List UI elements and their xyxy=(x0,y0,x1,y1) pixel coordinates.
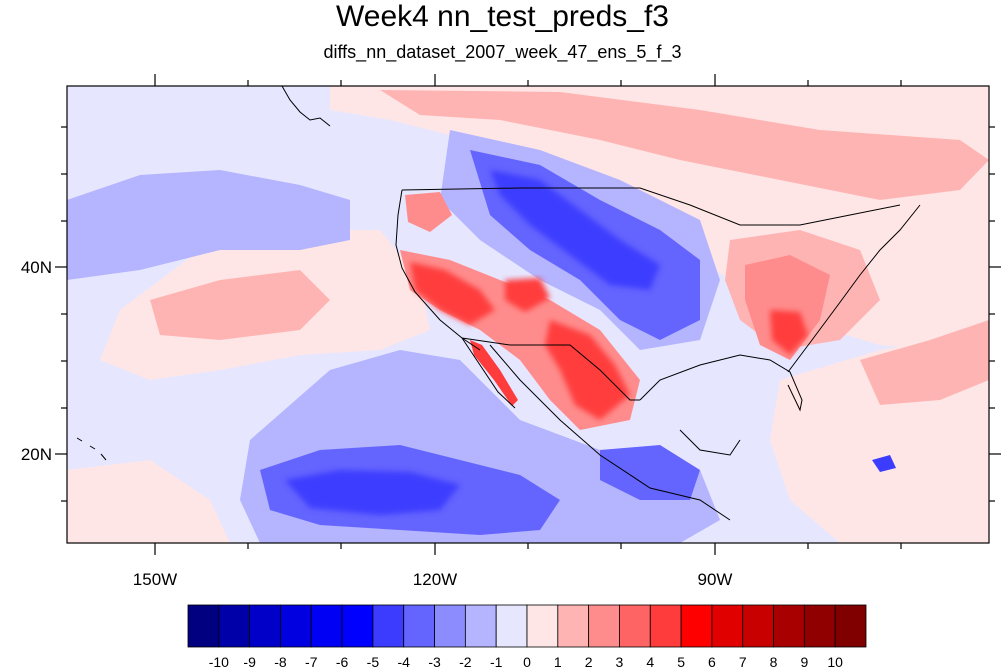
red-region-east xyxy=(745,255,830,360)
colorbar-swatch xyxy=(341,604,374,648)
colorbar-label: -5 xyxy=(367,654,380,670)
colorbar-swatch xyxy=(249,604,281,648)
x-tick-label-150w: 150W xyxy=(133,570,177,589)
map-title: Week4 nn_test_preds_f3 xyxy=(335,0,669,33)
colorbar-label: 0 xyxy=(523,654,531,670)
colorbar-swatch xyxy=(372,604,405,648)
colorbar-swatch xyxy=(280,604,312,648)
mexico-west-coast xyxy=(489,344,731,521)
atlantic-coast xyxy=(787,204,921,373)
colorbar-label: 4 xyxy=(646,654,654,670)
colorbar-label: 5 xyxy=(677,654,685,670)
colorbar-label: -6 xyxy=(336,654,349,670)
yucatan-coast xyxy=(679,429,741,456)
strong-red-region-california xyxy=(410,262,495,325)
colorbar-label: -9 xyxy=(243,654,256,670)
y-ticks xyxy=(55,126,1001,502)
colorbar-swatch xyxy=(711,604,744,648)
colorbar-swatch xyxy=(464,604,497,648)
pale-red-region-southwest xyxy=(67,460,230,543)
colorbar-swatch xyxy=(588,604,620,648)
colorbar-label: 9 xyxy=(800,654,808,670)
colorbar-swatch xyxy=(619,604,651,648)
hawaii-islands xyxy=(76,437,107,461)
colorbar-swatch xyxy=(187,604,220,648)
strong-blue-region-caribbean xyxy=(872,455,896,472)
colorbar-swatch xyxy=(434,604,466,648)
colorbar-label: 8 xyxy=(770,654,778,670)
light-red-region-pacific xyxy=(150,270,330,340)
strong-blue-region-pacific xyxy=(285,470,460,515)
colorbar-label: 7 xyxy=(739,654,747,670)
colorbar-label: -10 xyxy=(209,654,229,670)
colorbar-swatch xyxy=(495,604,528,648)
colorbar-label: 2 xyxy=(585,654,593,670)
strong-red-region-utah xyxy=(505,278,550,312)
colorbar-label: 1 xyxy=(554,654,562,670)
x-ticks xyxy=(154,74,902,555)
colorbar-swatch xyxy=(526,604,559,648)
colorbar-swatch xyxy=(803,604,836,648)
baja-peninsula xyxy=(461,337,516,409)
colorbar-label: 6 xyxy=(708,654,716,670)
colorbar-swatch xyxy=(649,604,682,648)
colorbar-label: -7 xyxy=(305,654,318,670)
colorbar-swatch xyxy=(773,604,805,648)
strong-red-region-southeast xyxy=(770,310,808,355)
colorbar-swatch xyxy=(218,604,251,648)
coastlines xyxy=(76,86,921,521)
colorbar-swatch xyxy=(680,604,713,648)
colorbar-swatch xyxy=(557,604,590,648)
y-tick-label-40n: 40N xyxy=(21,258,52,277)
strong-red-region-baja xyxy=(470,340,518,406)
strong-blue-region-plains xyxy=(490,170,660,290)
light-blue-region-west xyxy=(67,170,350,280)
us-canada-border xyxy=(401,187,901,226)
us-mexico-border xyxy=(461,337,640,401)
colorbar-swatch xyxy=(834,604,867,648)
gulf-coast xyxy=(639,354,803,412)
colorbar-label: -1 xyxy=(490,654,503,670)
us-west-coast xyxy=(395,189,481,351)
blue-region-gulf xyxy=(600,445,700,500)
alaska-coast xyxy=(281,86,331,127)
light-red-region-north xyxy=(380,90,989,200)
colorbar-label: -8 xyxy=(274,654,287,670)
colorbar-label: -4 xyxy=(398,654,411,670)
x-tick-label-120w: 120W xyxy=(413,570,457,589)
colorbar-swatch xyxy=(403,604,435,648)
colorbar-swatch xyxy=(742,604,774,648)
x-tick-label-90w: 90W xyxy=(698,570,733,589)
colorbar: -10 -9 -8 -7 -6 -5 -4 -3 -2 -1 0 1 2 3 4 5 6 7 8 9 10 xyxy=(187,604,867,670)
colorbar-label: -3 xyxy=(428,654,441,670)
y-tick-label-20n: 20N xyxy=(21,445,52,464)
light-red-region-atlantic xyxy=(860,320,989,405)
anomaly-field xyxy=(67,86,989,543)
red-region-pacific-northwest xyxy=(405,192,452,232)
colorbar-label: 3 xyxy=(616,654,624,670)
colorbar-swatch xyxy=(310,604,343,648)
colorbar-label: 10 xyxy=(827,654,843,670)
map-subtitle: diffs_nn_dataset_2007_week_47_ens_5_f_3 xyxy=(323,42,682,62)
colorbar-label: -2 xyxy=(459,654,472,670)
